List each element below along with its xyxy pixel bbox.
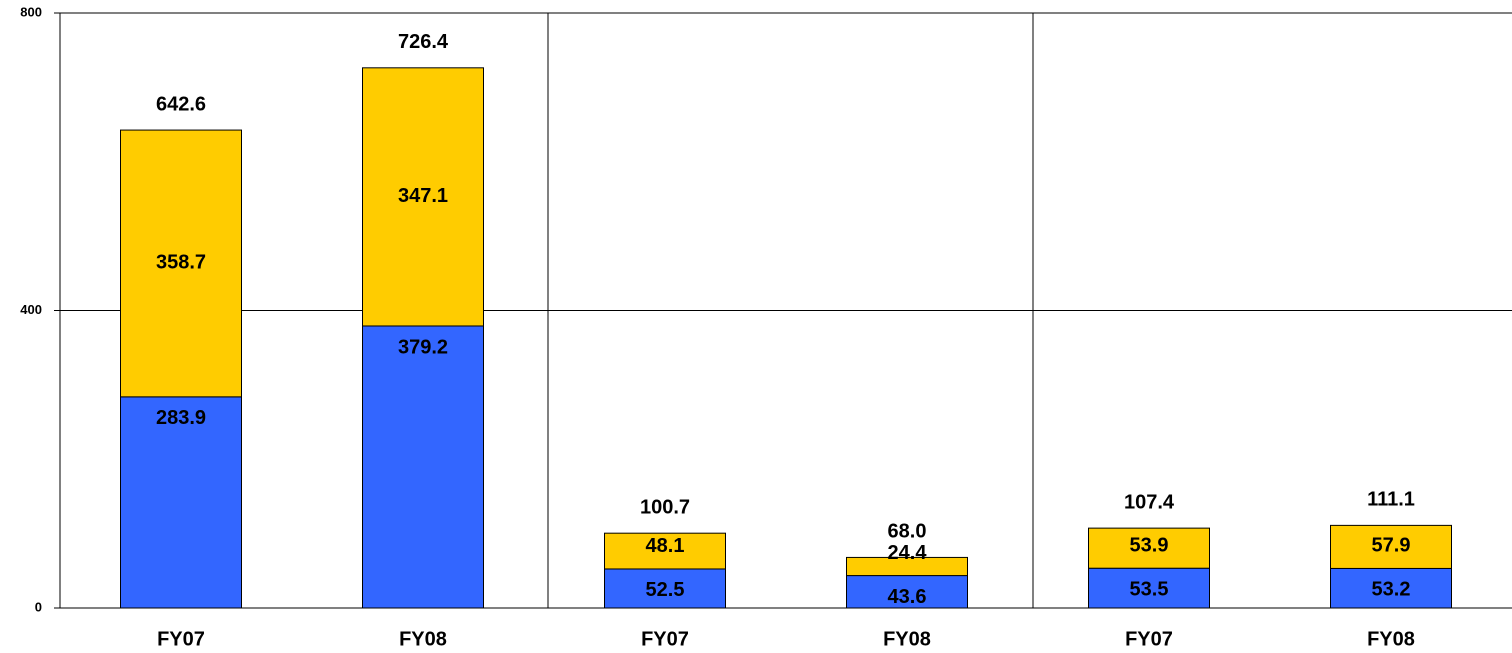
- total-label: 111.1: [1367, 489, 1415, 511]
- segment-label: 48.1: [646, 535, 685, 557]
- bar-segment: [846, 556, 968, 577]
- total-label: 642.6: [156, 93, 206, 115]
- segment-label: 358.7: [156, 252, 206, 274]
- total-label: 100.7: [640, 496, 690, 518]
- segment-label: 24.4: [888, 542, 928, 564]
- total-label: 726.4: [398, 31, 449, 53]
- y-tick-label: 0: [35, 599, 42, 614]
- segment-label: 53.2: [1372, 579, 1411, 601]
- total-label: 107.4: [1124, 491, 1175, 513]
- segment-label: 347.1: [398, 185, 448, 207]
- bar-segment: [1088, 527, 1210, 569]
- y-tick-label: 800: [20, 4, 42, 19]
- bar-segment: [604, 532, 726, 570]
- x-tick-label: FY08: [883, 628, 931, 650]
- segment-label: 52.5: [646, 579, 685, 601]
- segment-label: 53.9: [1130, 534, 1169, 556]
- segment-label: 283.9: [156, 407, 206, 429]
- x-tick-label: FY08: [399, 628, 447, 650]
- bar-segment: [1330, 524, 1452, 569]
- segment-label: 379.2: [398, 336, 448, 358]
- bar-segment: [362, 67, 484, 327]
- x-tick-label: FY07: [1125, 628, 1173, 650]
- x-tick-label: FY08: [1367, 628, 1415, 650]
- bar-segment: [362, 325, 484, 609]
- bar-segment: [120, 129, 242, 398]
- segment-label: 57.9: [1372, 535, 1411, 557]
- segment-label: 43.6: [888, 586, 927, 608]
- bar-segment: [846, 575, 968, 609]
- x-tick-label: FY07: [157, 628, 205, 650]
- x-tick-label: FY07: [641, 628, 689, 650]
- segment-label: 53.5: [1130, 578, 1169, 600]
- bar-segment: [1330, 567, 1452, 609]
- total-label: 68.0: [888, 521, 927, 543]
- y-tick-label: 400: [20, 302, 42, 317]
